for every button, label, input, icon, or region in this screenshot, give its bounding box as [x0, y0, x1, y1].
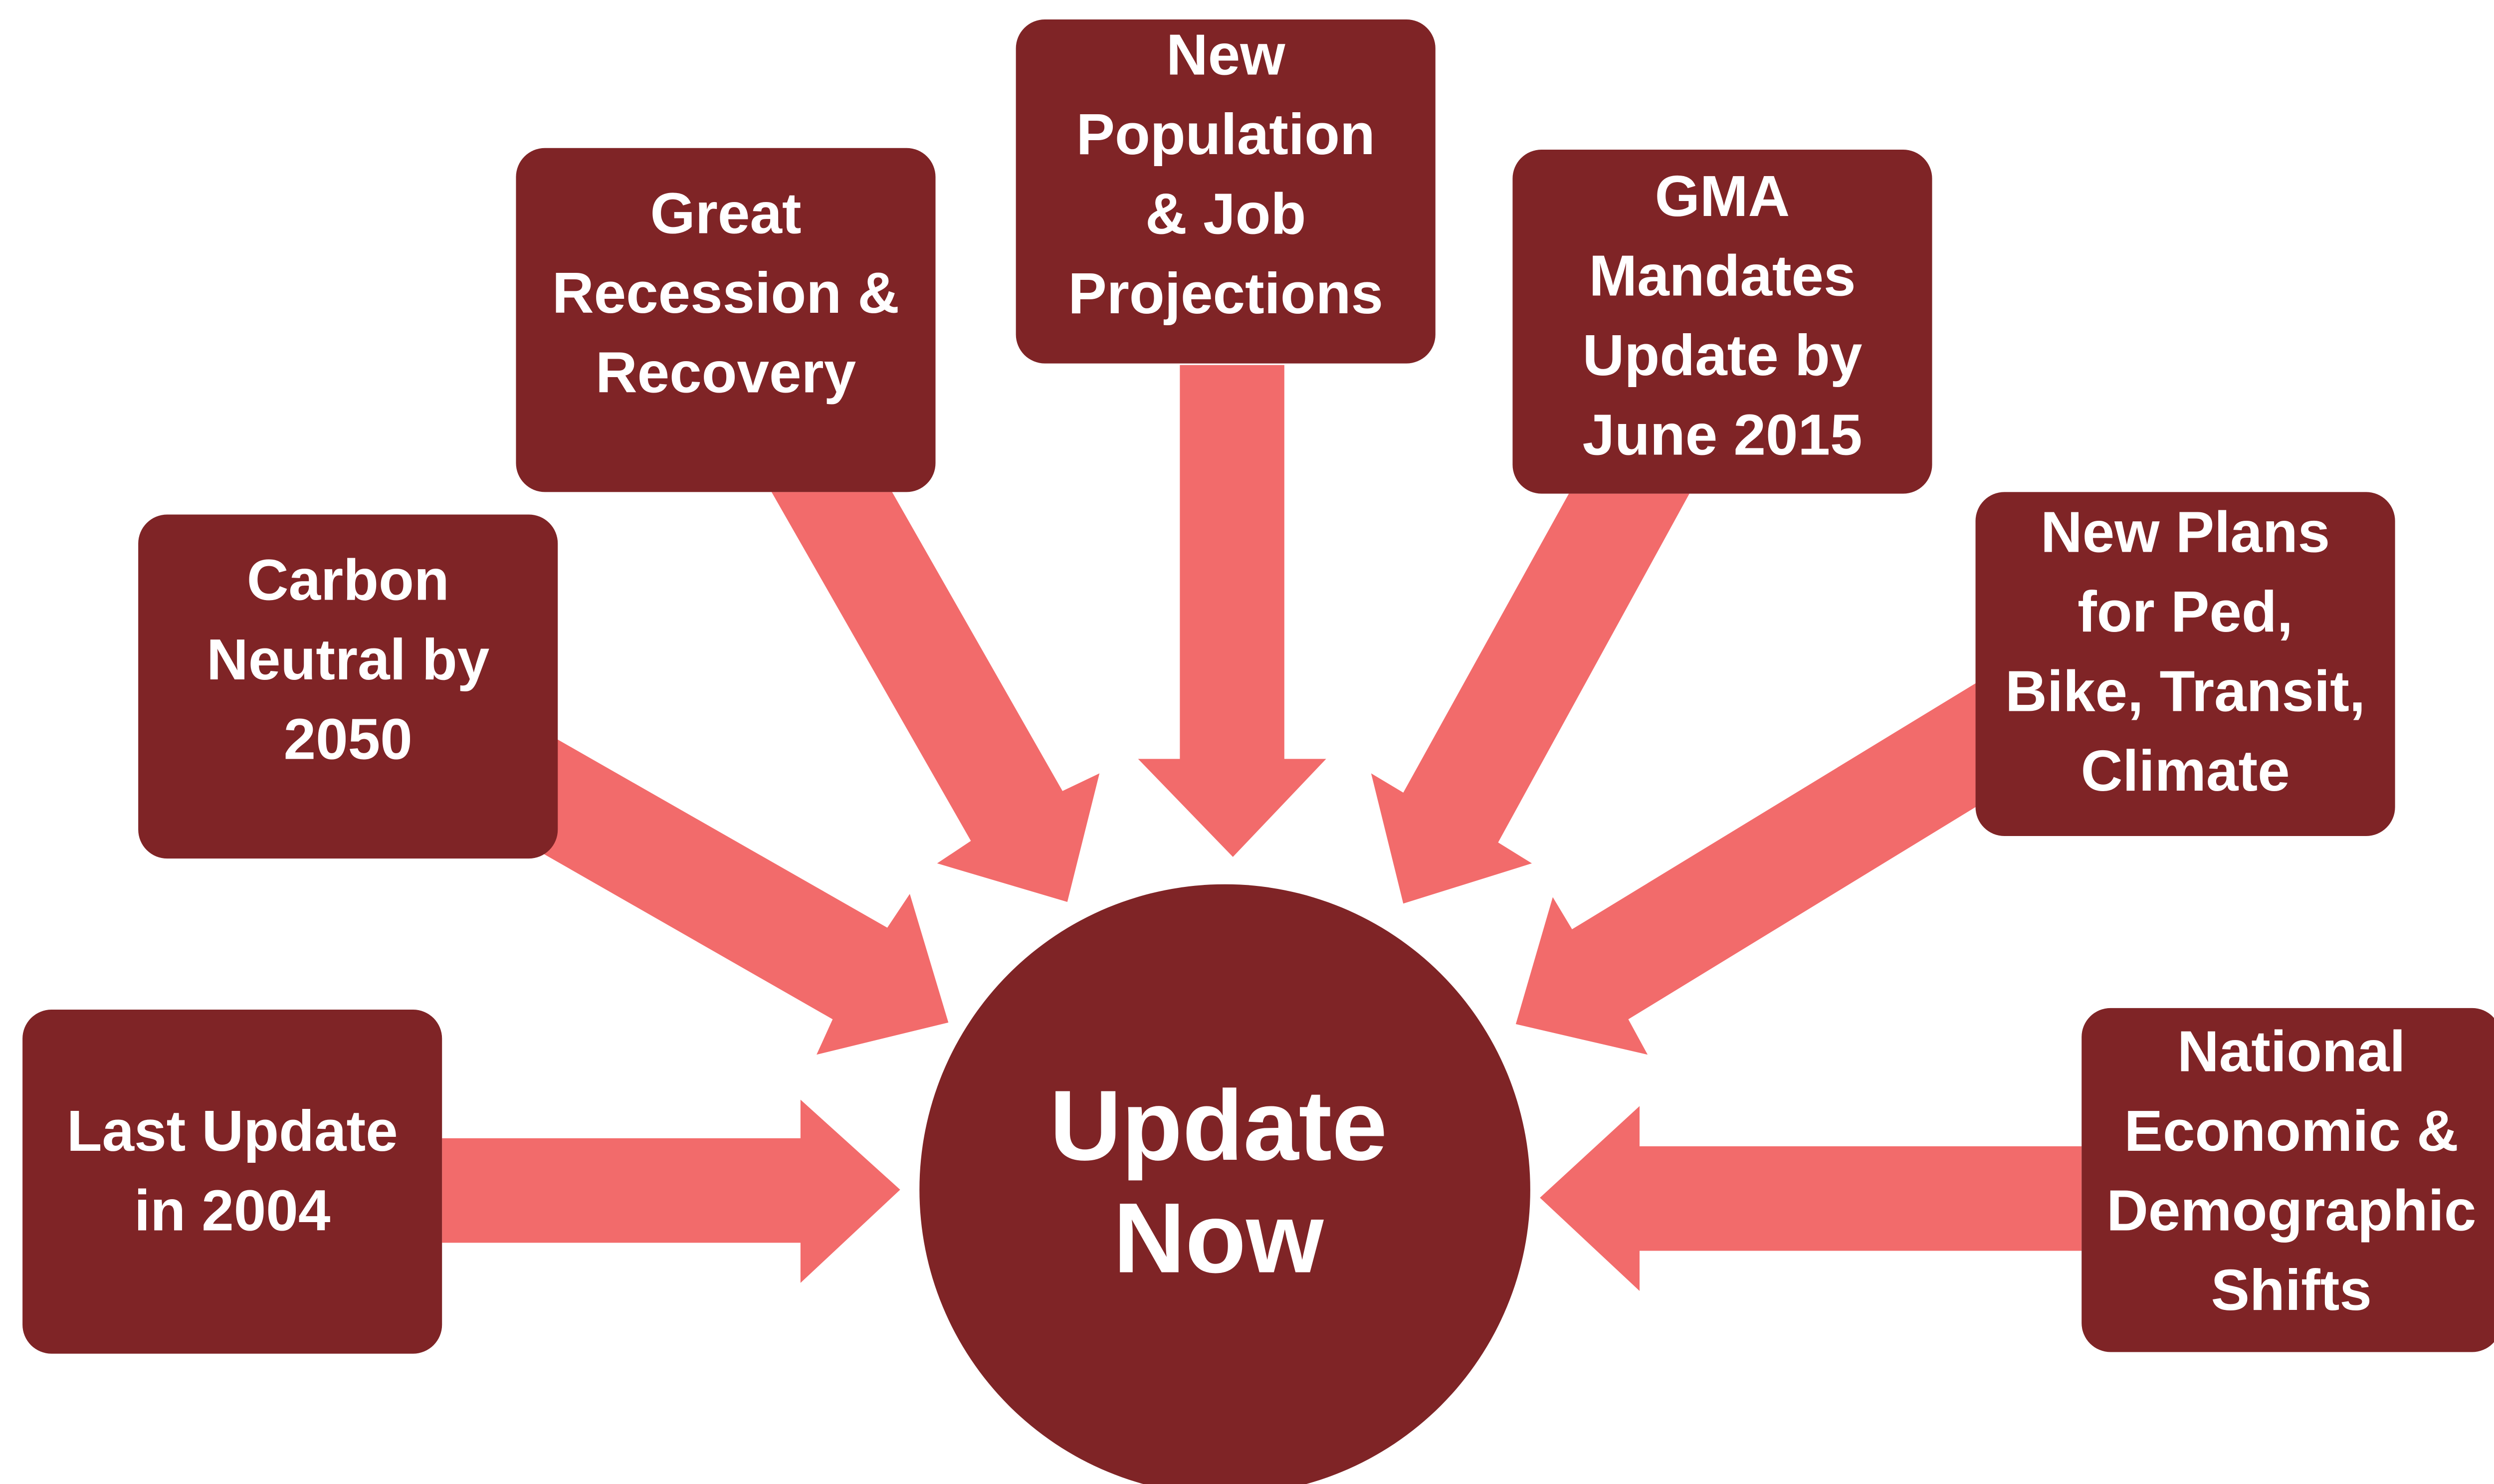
- node-label: Neutral by: [207, 627, 489, 692]
- arrow: [1540, 1106, 2082, 1291]
- node-box: [516, 148, 936, 492]
- node-label: Update by: [1583, 323, 1863, 388]
- arrow: [1138, 365, 1326, 857]
- node-label: Bike, Transit,: [2005, 658, 2365, 723]
- node-box: [1016, 19, 1436, 364]
- node-label: New: [1166, 22, 1285, 87]
- node-label: GMA: [1655, 164, 1790, 228]
- node-box: [22, 1010, 442, 1354]
- node-label: for Ped,: [2078, 579, 2293, 644]
- center-circle: [919, 884, 1530, 1484]
- center-label: Now: [1113, 1183, 1324, 1294]
- node-box: [1512, 149, 1932, 494]
- node-label: Demographic: [2106, 1178, 2476, 1243]
- arrow: [1515, 683, 1976, 1055]
- arrow: [1371, 493, 1689, 904]
- node-label: Economic &: [2124, 1098, 2459, 1163]
- node-box: [1975, 492, 2395, 837]
- node-label: Shifts: [2211, 1258, 2372, 1322]
- arrow: [442, 1099, 900, 1283]
- arrow: [543, 739, 949, 1055]
- node-label: Projections: [1068, 261, 1383, 326]
- node-label: 2050: [284, 706, 413, 771]
- node-label: Last Update: [67, 1098, 398, 1163]
- node-box: [2081, 1008, 2494, 1352]
- node-label: Great: [650, 181, 801, 246]
- node-label: in 2004: [134, 1178, 330, 1243]
- node-box: [138, 514, 558, 859]
- node-label: Recession &: [552, 260, 899, 325]
- node-label: & Job: [1145, 181, 1306, 246]
- node-label: Climate: [2081, 738, 2290, 803]
- center-label: Update: [1049, 1070, 1387, 1181]
- node-label: Carbon: [247, 547, 449, 612]
- node-label: National: [2177, 1019, 2406, 1083]
- node-label: Population: [1076, 102, 1375, 167]
- node-label: June 2015: [1582, 402, 1862, 467]
- node-label: New Plans: [2041, 499, 2330, 564]
- node-label: Mandates: [1589, 243, 1856, 308]
- arrow: [771, 492, 1100, 902]
- node-label: Recovery: [596, 340, 856, 405]
